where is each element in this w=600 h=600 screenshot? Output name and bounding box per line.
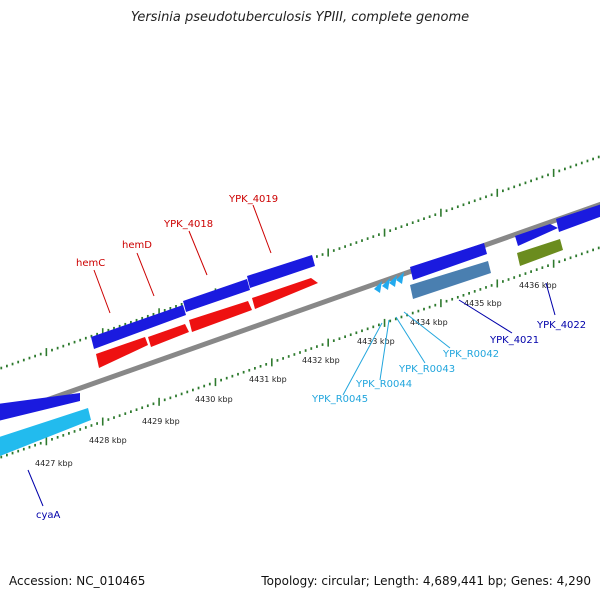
forward-cds-features: [0, 204, 600, 421]
trna-arrowheads: [374, 272, 404, 293]
gene-label-ypk-4022: YPK_4022: [536, 320, 586, 331]
genome-backbone: [0, 201, 600, 420]
tick-label: 4434 kbp: [410, 318, 448, 327]
leader-line: [458, 299, 513, 334]
cds-feature: [252, 278, 318, 309]
cds-feature: [96, 337, 148, 368]
gene-label-ypk-4018: YPK_4018: [163, 219, 213, 230]
cds-feature: [148, 324, 189, 347]
genome-summary-text: Topology: circular; Length: 4,689,441 bp…: [261, 574, 591, 588]
gene-label-hemC: hemC: [76, 258, 105, 269]
leader-line: [136, 252, 155, 297]
leader-line: [93, 269, 111, 314]
leader-line: [252, 204, 272, 254]
cds-feature: [515, 224, 558, 246]
trna-feature: [389, 275, 397, 287]
gene-label-ypk-r0044: YPK_R0044: [355, 379, 412, 390]
cds-feature: [91, 305, 186, 349]
leader-lines: [27, 204, 556, 507]
leader-line: [403, 311, 451, 349]
leader-line: [27, 469, 44, 507]
cds-feature: [247, 255, 315, 288]
cds-feature: [556, 204, 600, 232]
tick-label: 4436 kbp: [519, 281, 557, 290]
misc-feature: [517, 239, 563, 266]
tick-label: 4430 kbp: [195, 395, 233, 404]
tick-label: 4428 kbp: [89, 436, 127, 445]
tick-label: 4431 kbp: [249, 375, 287, 384]
cds-feature: [189, 301, 252, 332]
gene-label-ypk-4021: YPK_4021: [489, 335, 539, 346]
gene-label-ypk-r0042: YPK_R0042: [442, 349, 499, 360]
leader-line: [395, 316, 426, 364]
tick-rows: [0, 155, 600, 459]
leader-line: [379, 319, 390, 381]
tick-label: 4432 kbp: [302, 356, 340, 365]
cds-feature: [410, 243, 487, 280]
tick-label: 4429 kbp: [142, 417, 180, 426]
leader-line: [342, 322, 383, 396]
gene-label-ypk-4019: YPK_4019: [228, 194, 278, 205]
accession-text: Accession: NC_010465: [9, 574, 146, 588]
trna-feature: [396, 272, 404, 284]
cds-feature-cyaA: [0, 408, 91, 457]
leader-line: [545, 282, 556, 316]
reverse-cds-features: [96, 278, 318, 368]
gene-label-cyaA: cyaA: [36, 510, 61, 521]
gene-label-ypk-r0045: YPK_R0045: [311, 394, 368, 405]
map-title: Yersinia pseudotuberculosis YPIII, compl…: [130, 10, 470, 25]
tick-label: 4427 kbp: [35, 459, 73, 468]
trna-feature: [382, 278, 390, 290]
rrna-feature: [410, 261, 491, 299]
gene-label-ypk-r0043: YPK_R0043: [398, 364, 455, 375]
leader-line: [188, 230, 208, 276]
trna-feature: [374, 281, 382, 293]
gene-label-hemD: hemD: [122, 240, 152, 251]
cds-feature: [0, 393, 80, 421]
tick-label: 4435 kbp: [464, 299, 502, 308]
tick-label: 4433 kbp: [357, 337, 395, 346]
cds-feature: [183, 279, 250, 312]
